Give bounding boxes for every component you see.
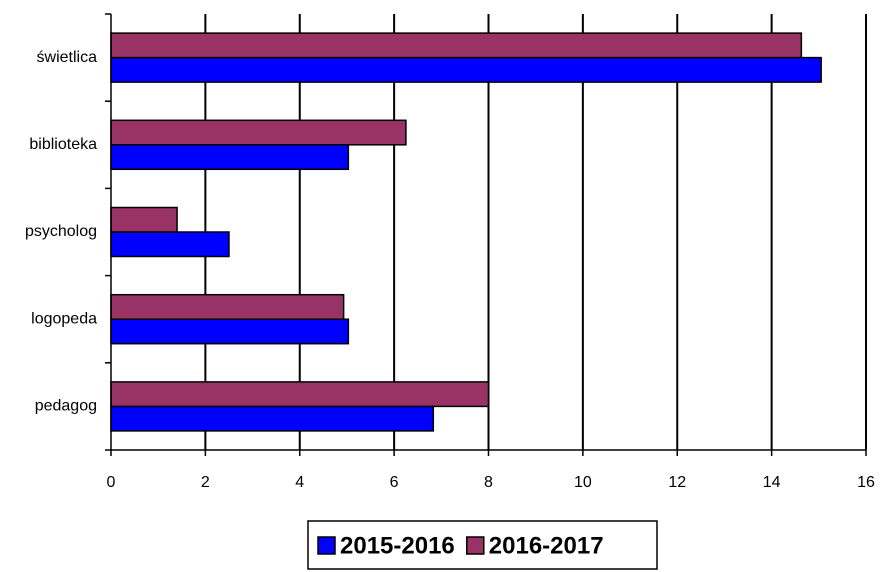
bar [110,144,350,171]
bar [110,56,822,83]
bar [110,119,407,146]
legend-swatch [317,536,336,555]
x-tick-label: 14 [763,474,781,491]
bar [110,405,435,432]
legend-label: 2015-2016 [340,532,455,559]
bar [110,318,350,345]
x-tick-label: 8 [484,474,493,491]
x-tick-label: 2 [201,474,210,491]
bar [110,293,345,320]
x-tick-label: 10 [574,474,592,491]
bar [110,231,230,258]
y-tick-label: biblioteka [29,136,97,153]
x-tick-label: 16 [857,474,875,491]
y-tick-label: psycholog [25,223,97,240]
legend-swatch [466,536,485,555]
y-tick-label: logopeda [31,310,97,327]
bar [110,206,178,233]
x-tick-label: 4 [295,474,304,491]
legend-label: 2016-2017 [489,532,604,559]
y-tick-label: świetlica [37,49,98,66]
y-tick-label: pedagog [35,398,97,415]
x-tick-label: 6 [390,474,399,491]
bar [110,32,803,59]
x-tick-label: 0 [107,474,116,491]
x-tick-label: 12 [668,474,686,491]
bar [110,381,490,408]
